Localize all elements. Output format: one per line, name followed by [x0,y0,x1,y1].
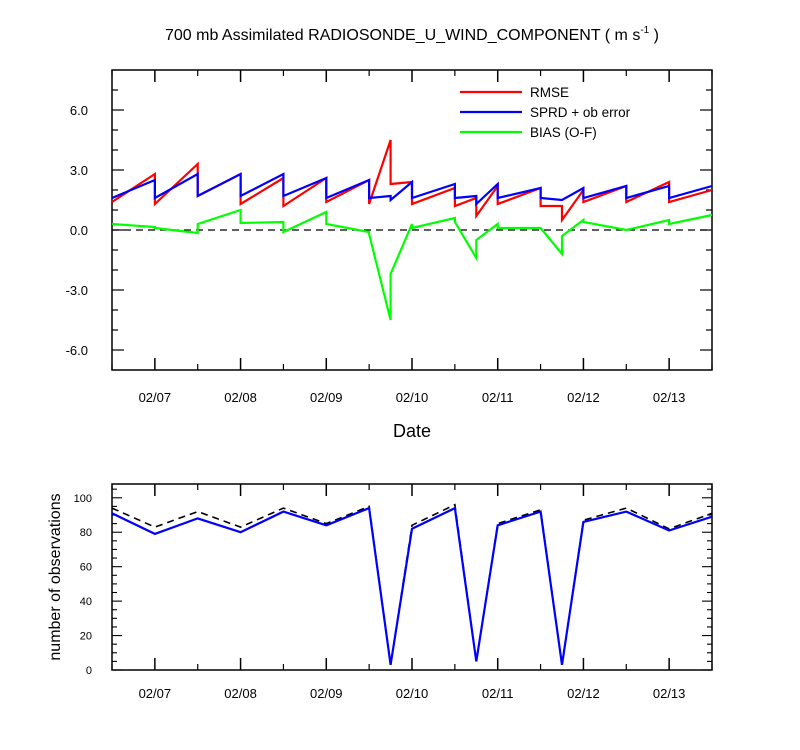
top-x-tick-label-02-09: 02/09 [310,390,343,405]
observations-solid-line [111,506,713,665]
bottom-x-tick-label-02-10: 02/10 [396,686,429,701]
observations-dashed-line [111,503,713,665]
top-y-ticks: 6.0 3.0 0.0 -3.0 -6.0 [66,89,712,358]
bottom-x-tick-label-02-12: 02/12 [567,686,600,701]
legend: RMSE SPRD + ob error BIAS (O-F) [460,85,631,140]
top-panel-plot: 02/07 02/08 02/09 02/10 02/11 02/12 02/13 6.0 3… [66,69,713,405]
bottom-panel-plot: 02/07 02/08 02/09 02/10 02/11 02/12 02/13 100 8… [74,483,713,701]
top-x-tick-label-02-07: 02/07 [139,390,172,405]
top-x-tick-label-02-12: 02/12 [567,390,600,405]
bottom-y-ticks: 100 80 60 40 20 0 [74,488,712,677]
top-y-tick-label: -6.0 [66,343,88,358]
top-y-tick-label: 3.0 [70,163,88,178]
top-x-tick-label-02-13: 02/13 [653,390,686,405]
chart-title: 700 mb Assimilated RADIOSONDE_U_WIND_COM… [165,25,659,44]
top-y-tick-label: 0.0 [70,223,88,238]
bottom-x-ticks: 02/07 02/08 02/09 02/10 02/11 02/12 02/13 [111,484,713,701]
bottom-y-tick-label: 0 [86,665,92,677]
legend-label-sprd-ob-error: SPRD + ob error [530,105,631,120]
bottom-x-tick-label-02-09: 02/09 [310,686,343,701]
top-x-tick-label-02-08: 02/08 [224,390,257,405]
legend-label-bias-o-f: BIAS (O-F) [530,125,597,140]
bottom-y-tick-label: 60 [80,562,92,574]
chart-title-main: 700 mb Assimilated RADIOSONDE_U_WIND_COM… [165,27,640,44]
series-line-sprd-ob-error [111,172,713,207]
bottom-x-tick-label-02-11: 02/11 [482,686,514,701]
series-line-rmse [111,139,713,224]
top-x-ticks: 02/07 02/08 02/09 02/10 02/11 02/12 02/13 [111,70,713,405]
y-axis-label-observations: number of observations [47,493,64,660]
top-series-lines [111,139,713,321]
chart-title-close: ) [649,27,659,44]
bottom-y-tick-label: 100 [74,493,92,505]
bottom-x-tick-label-02-07: 02/07 [139,686,172,701]
bottom-series-lines [111,503,713,665]
series-line-bias-o-f [111,208,713,321]
chart-title-units-sup: -1 [640,25,649,36]
bottom-x-tick-label-02-13: 02/13 [653,686,686,701]
bottom-y-tick-label: 80 [80,527,92,539]
legend-label-rmse: RMSE [530,85,569,100]
bottom-y-tick-label: 20 [80,631,92,643]
top-x-tick-label-02-10: 02/10 [396,390,429,405]
bottom-y-tick-label: 40 [80,596,92,608]
x-axis-label: Date [393,421,431,441]
top-y-tick-label: -3.0 [66,283,88,298]
bottom-x-tick-label-02-08: 02/08 [224,686,257,701]
top-x-tick-label-02-11: 02/11 [482,390,514,405]
top-y-tick-label: 6.0 [70,103,88,118]
